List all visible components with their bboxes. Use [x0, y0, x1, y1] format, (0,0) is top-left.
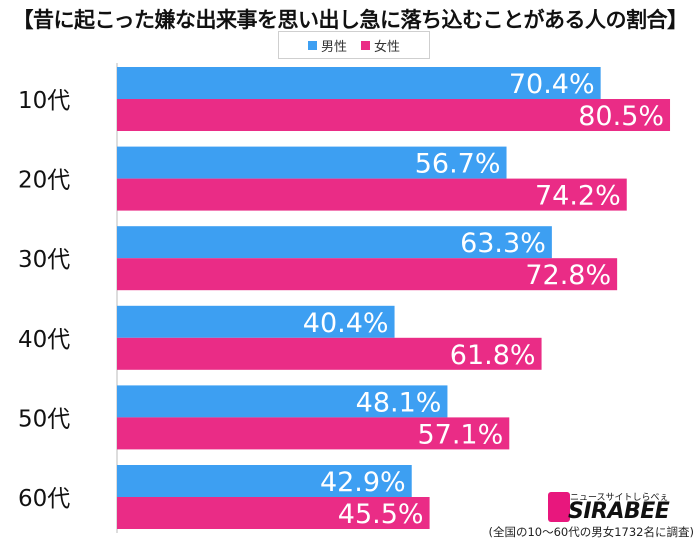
value-label-male: 56.7%: [415, 149, 501, 180]
value-label-female: 45.5%: [338, 499, 424, 530]
value-label-female: 57.1%: [417, 419, 503, 450]
bar-male: [117, 146, 507, 179]
category-label: 60代: [18, 486, 70, 512]
value-label-female: 61.8%: [450, 340, 536, 371]
category-label: 10代: [18, 88, 70, 114]
survey-footnote: (全国の10〜60代の男女1732名に調査): [488, 525, 694, 539]
legend-swatch-male: [307, 40, 317, 50]
value-label-male: 40.4%: [303, 308, 389, 339]
bar-male: [117, 226, 552, 259]
legend-item-female: 女性: [361, 36, 400, 55]
legend-label-female: 女性: [374, 39, 401, 55]
bar-female: [117, 337, 542, 370]
category-label: 20代: [18, 168, 70, 194]
bar-female: [117, 417, 510, 450]
logo-badge-icon: [548, 492, 570, 522]
chart-title: 【昔に起こった嫌な出来事を思い出し急に落ち込むことがある人の割合】: [12, 8, 688, 32]
bar-male: [117, 385, 448, 418]
bar-female: [117, 497, 430, 529]
sirabee-logo: ニュースサイトしらべぇ SIRABEE: [548, 490, 698, 524]
value-label-female: 80.5%: [578, 101, 664, 132]
bar-male: [117, 305, 395, 338]
value-label-male: 42.9%: [320, 467, 406, 498]
bar-male: [117, 67, 601, 99]
category-label: 50代: [18, 406, 70, 432]
logo-tagline: ニュースサイトしらべぇ: [570, 493, 669, 503]
bar-female: [117, 178, 627, 211]
legend-swatch-female: [361, 40, 370, 50]
category-label: 30代: [18, 247, 70, 273]
legend-item-male: 男性: [307, 36, 347, 55]
bar-female: [117, 99, 671, 131]
value-label-male: 63.3%: [460, 228, 546, 259]
value-label-male: 70.4%: [509, 69, 595, 100]
legend-label-male: 男性: [320, 39, 347, 55]
logo-name: SIRABEE: [568, 499, 670, 524]
bar-male: [117, 465, 412, 497]
bar-female: [117, 258, 618, 291]
legend: 男性 女性: [278, 31, 430, 59]
category-label: 40代: [18, 327, 70, 353]
value-label-female: 74.2%: [535, 181, 621, 212]
value-label-male: 48.1%: [356, 387, 442, 418]
value-label-female: 72.8%: [525, 260, 611, 291]
